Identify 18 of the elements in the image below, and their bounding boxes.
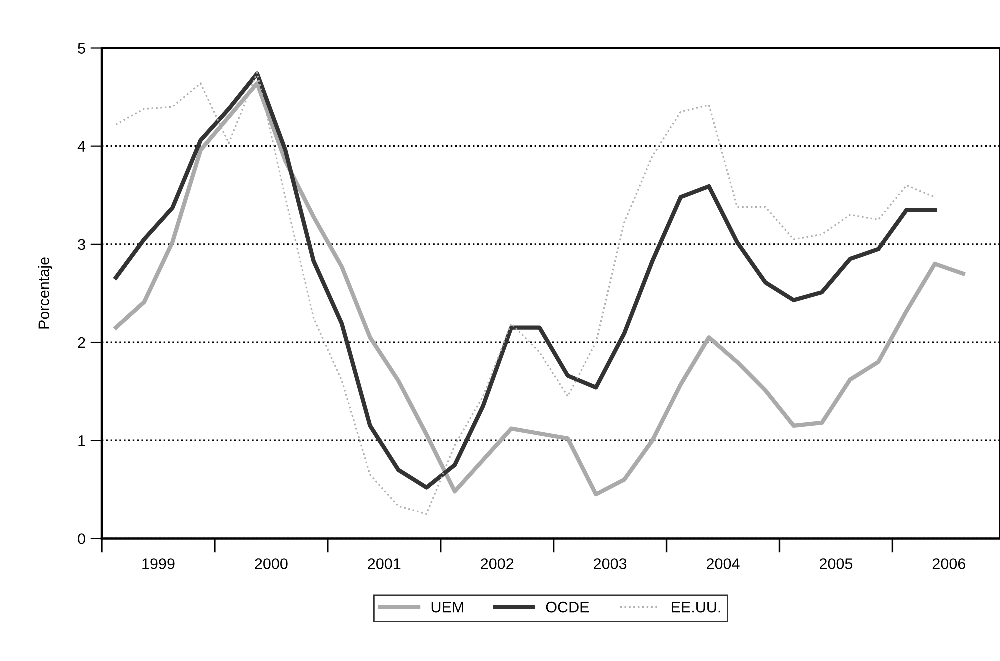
legend-label: OCDE [546,602,590,613]
x-tick-label: 2002 [481,558,514,570]
x-tick-label: 1999 [142,558,175,570]
legend-label: EE.UU. [672,602,720,613]
y-tick-label: 0 [78,534,86,544]
y-tick-label: 3 [78,239,86,250]
x-tick-label: 2006 [932,558,966,570]
y-tick-label: 4 [78,141,86,152]
y-tick-label: 1 [78,436,86,446]
x-tick-label: 2005 [820,558,853,570]
y-axis-title: Porcentaje [38,258,53,329]
x-tick-label: 2001 [368,558,401,570]
x-tick-label: 2004 [707,558,740,570]
x-tick-label: 2000 [255,558,288,570]
y-tick-label: 5 [78,43,86,54]
x-tick-label: 2003 [594,558,627,570]
y-tick-label: 2 [78,337,86,348]
legend-label: UEM [432,602,464,613]
